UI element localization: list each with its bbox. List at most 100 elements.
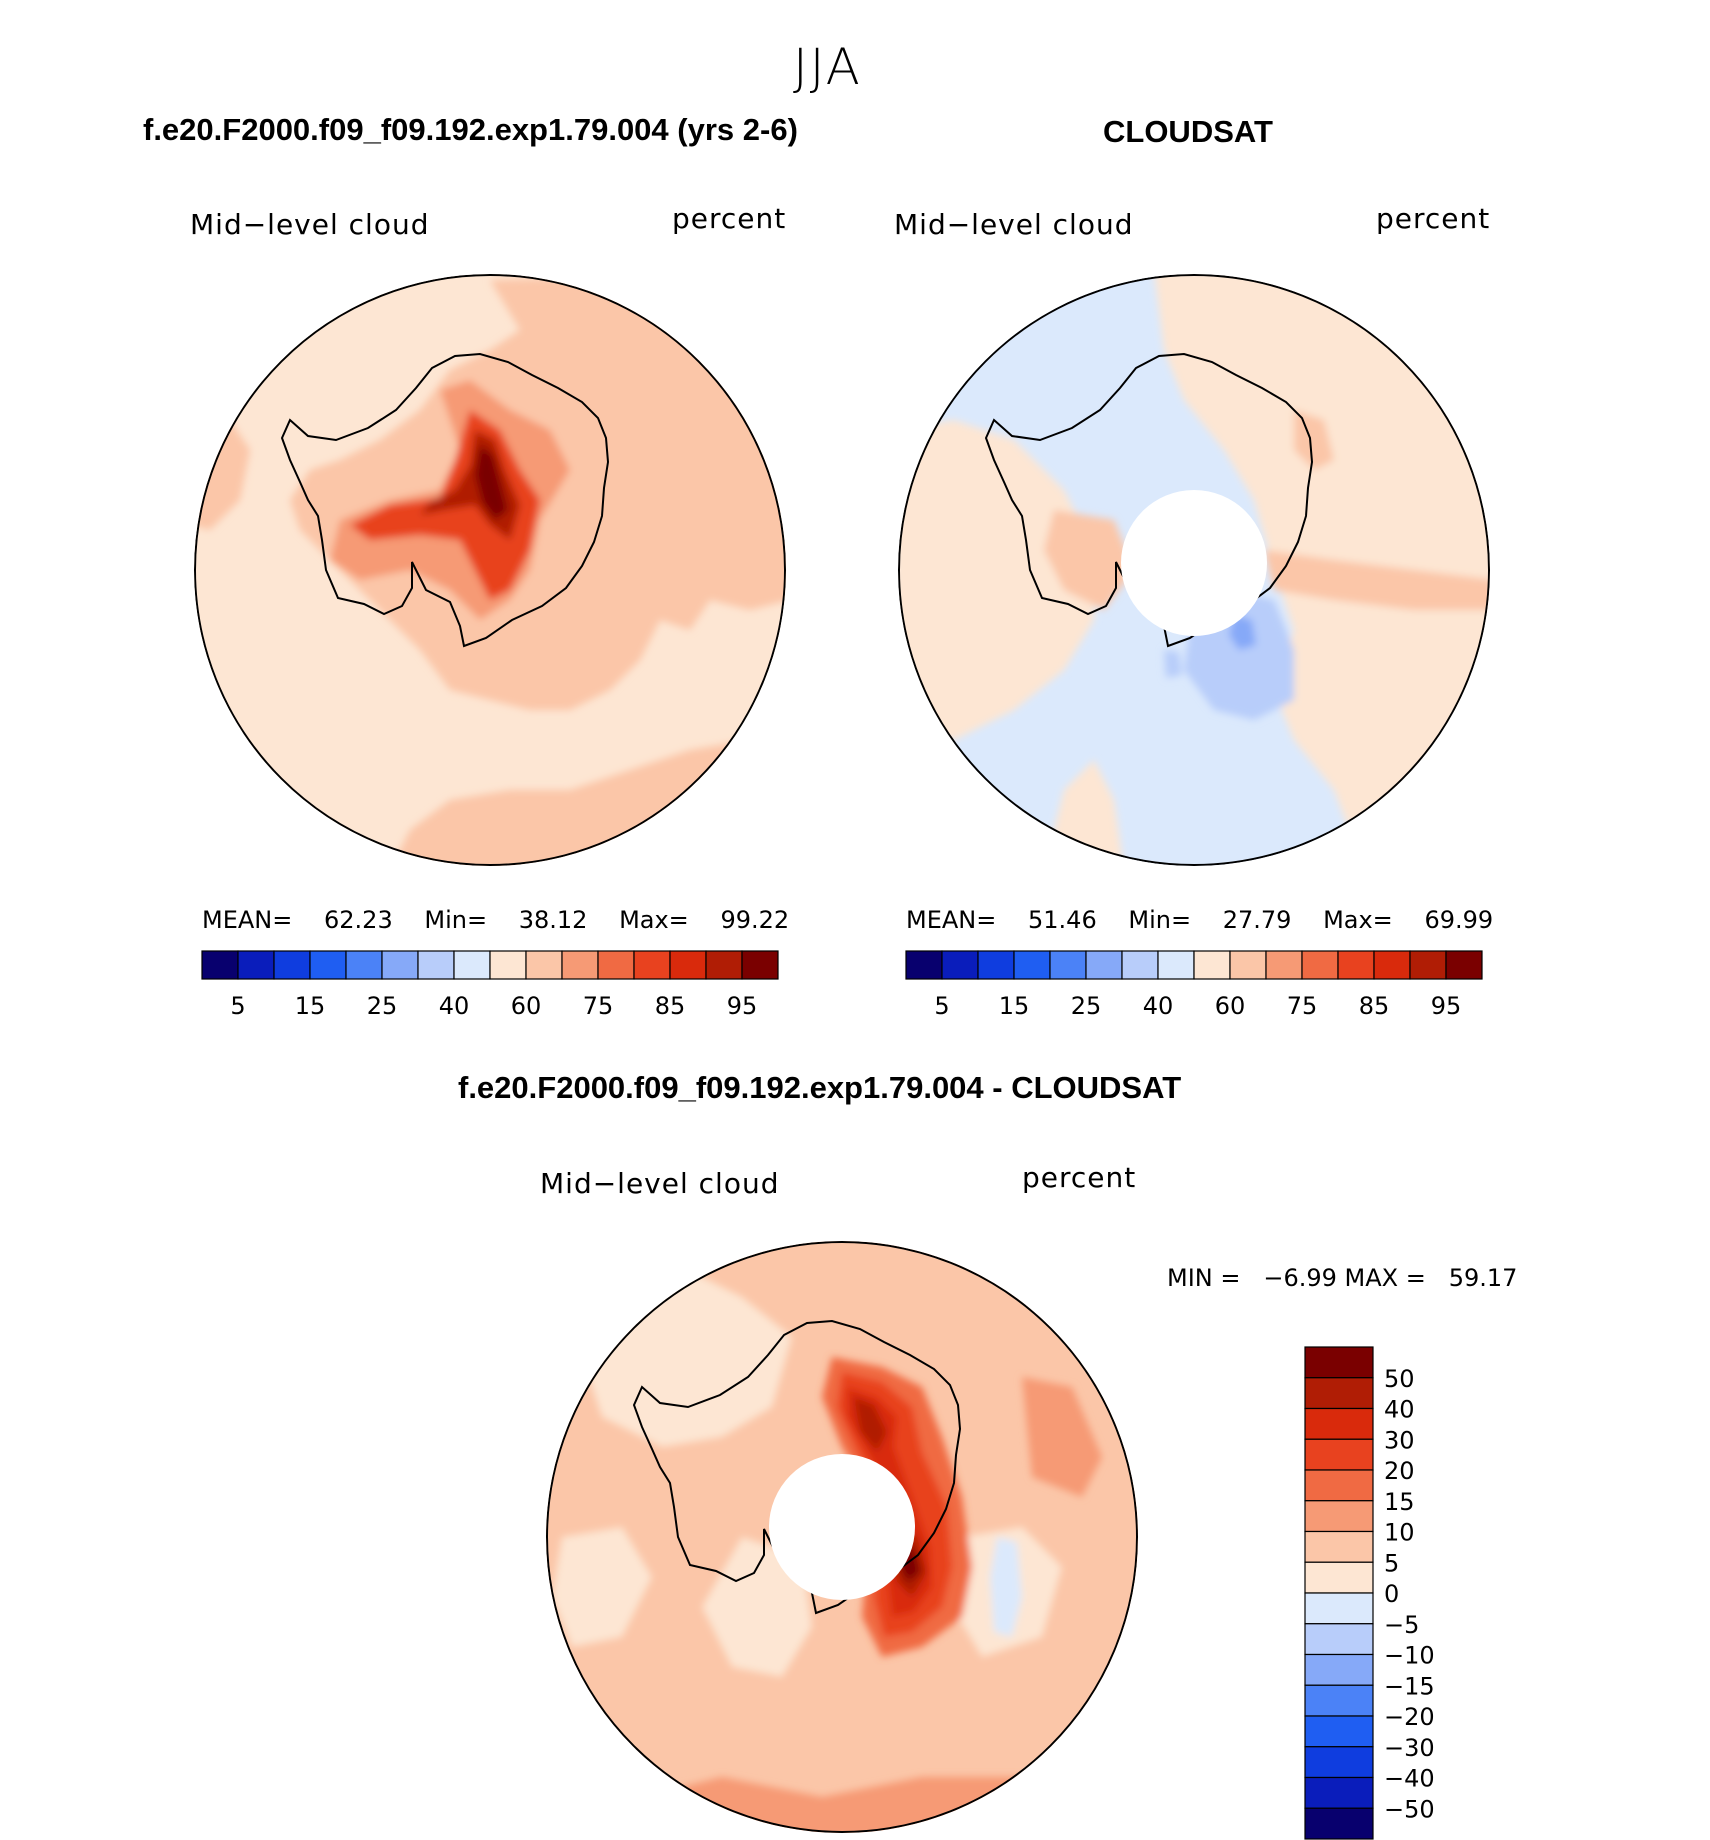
colorbar-swatch — [561, 950, 599, 980]
colorbar-swatch — [669, 950, 707, 980]
colorbar-tick-label: 60 — [1215, 992, 1246, 1020]
colorbar-swatch — [1304, 1623, 1374, 1656]
colorbar-tick-label: 40 — [439, 992, 470, 1020]
panel1-title: f.e20.F2000.f09_f09.192.exp1.79.004 (yrs… — [143, 112, 798, 147]
panel1-polar-map — [194, 274, 786, 866]
season-title: JJA — [793, 38, 862, 96]
panel1-map-frame — [194, 274, 786, 866]
colorbar-swatch — [1193, 950, 1231, 980]
colorbar-swatch — [597, 950, 635, 980]
colorbar-swatch — [1337, 950, 1375, 980]
colorbar-tick-label: 40 — [1384, 1396, 1415, 1424]
panel2-min-value: 27.79 — [1222, 906, 1292, 934]
colorbar-swatch — [345, 950, 383, 980]
colorbar-swatch — [237, 950, 275, 980]
panel1-units-label: percent — [672, 202, 787, 235]
colorbar-swatch — [1301, 950, 1339, 980]
panel2-pole-hole — [1121, 490, 1267, 636]
panel3-pole-hole — [769, 1454, 915, 1600]
colorbar-swatch — [417, 950, 455, 980]
colorbar-swatch — [1304, 1776, 1374, 1809]
colorbar-swatch — [525, 950, 563, 980]
colorbar-tick-label: 0 — [1384, 1580, 1399, 1608]
colorbar-swatch — [1265, 950, 1303, 980]
colorbar-swatch — [977, 950, 1015, 980]
colorbar-swatch — [705, 950, 743, 980]
colorbar-swatch — [1304, 1653, 1374, 1686]
panel1-variable-label: Mid−level cloud — [190, 208, 430, 241]
panel1-min-label: Min= — [424, 906, 488, 934]
colorbar-tick-label: 15 — [999, 992, 1030, 1020]
colorbar-tick-label: −20 — [1384, 1703, 1435, 1731]
colorbar-swatch — [1157, 950, 1195, 980]
panel2-variable-label: Mid−level cloud — [894, 208, 1134, 241]
colorbar-swatch — [1373, 950, 1411, 980]
colorbar-swatch — [309, 950, 347, 980]
panel3-variable-label: Mid−level cloud — [540, 1167, 780, 1200]
colorbar-swatch — [1304, 1746, 1374, 1779]
colorbar-tick-label: 50 — [1384, 1365, 1415, 1393]
colorbar-tick-label: 5 — [230, 992, 245, 1020]
colorbar-tick-label: 85 — [1359, 992, 1390, 1020]
colorbar-tick-label: 75 — [1287, 992, 1318, 1020]
panel2-contour-60-75-a — [1044, 510, 1134, 610]
colorbar-swatch — [1304, 1346, 1374, 1379]
colorbar-tick-label: 30 — [1384, 1426, 1415, 1454]
colorbar-tick-label: 40 — [1143, 992, 1174, 1020]
colorbar-tick-label: −40 — [1384, 1765, 1435, 1793]
colorbar-tick-label: −50 — [1384, 1795, 1435, 1823]
panel2-mean-value: 51.46 — [1028, 906, 1097, 934]
colorbar-swatch — [1304, 1530, 1374, 1563]
panel3-contour-neg-5-0 — [990, 1537, 1022, 1637]
colorbar-tick-label: 10 — [1384, 1519, 1415, 1547]
panel2-polar-map — [898, 274, 1490, 866]
colorbar-swatch — [905, 950, 943, 980]
panel2-contour-40-50-west — [1164, 650, 1182, 678]
panel1-max-label: Max= — [619, 906, 689, 934]
colorbar-swatch — [1049, 950, 1087, 980]
panel1-min-value: 38.12 — [518, 906, 588, 934]
panel1-stats: MEAN= 62.23 Min= 38.12 Max= 99.22 — [202, 906, 789, 934]
panel1-mean-label: MEAN= — [202, 906, 293, 934]
colorbar-swatch — [1304, 1684, 1374, 1717]
colorbar-tick-label: 60 — [511, 992, 542, 1020]
panel2-contour-50-60-west — [898, 420, 1094, 740]
colorbar-tick-label: 5 — [934, 992, 949, 1020]
colorbar-tick-label: −30 — [1384, 1734, 1435, 1762]
colorbar-swatch — [1304, 1592, 1374, 1625]
panel1-antarctic-coastline — [280, 352, 610, 648]
colorbar-tick-label: 25 — [367, 992, 398, 1020]
panel1-max-value: 99.22 — [720, 906, 790, 934]
colorbar-tick-label: 25 — [1071, 992, 1102, 1020]
colorbar-swatch — [1229, 950, 1267, 980]
colorbar-swatch — [1085, 950, 1123, 980]
panel3-polar-map — [546, 1241, 1138, 1833]
panel2-min-label: Min= — [1128, 906, 1192, 934]
colorbar-tick-label: 20 — [1384, 1457, 1415, 1485]
colorbar-tick-label: 95 — [727, 992, 758, 1020]
colorbar-swatch — [201, 950, 239, 980]
panel3-map-frame — [546, 1241, 1138, 1833]
colorbar-tick-label: 95 — [1431, 992, 1462, 1020]
colorbar-swatch — [1304, 1407, 1374, 1440]
panel2-title: CLOUDSAT — [1103, 114, 1273, 149]
colorbar-swatch — [273, 950, 311, 980]
panel2-colorbar: 5 15 25 40 60 75 85 95 — [905, 950, 1483, 1020]
colorbar-swatch — [453, 950, 491, 980]
colorbar-swatch — [633, 950, 671, 980]
panel3-title: f.e20.F2000.f09_f09.192.exp1.79.004 - CL… — [458, 1070, 1182, 1105]
panel1-mean-value: 62.23 — [324, 906, 393, 934]
colorbar-tick-label: 75 — [583, 992, 614, 1020]
colorbar-swatch — [381, 950, 419, 980]
panel1-contour-max — [475, 445, 508, 520]
colorbar-tick-label: 15 — [295, 992, 326, 1020]
colorbar-swatch — [1445, 950, 1483, 980]
colorbar-tick-label: 85 — [655, 992, 686, 1020]
colorbar-tick-label: 5 — [1384, 1549, 1399, 1577]
panel3-minmax: MIN = −6.99 MAX = 59.17 — [1167, 1264, 1518, 1292]
colorbar-swatch — [1409, 950, 1447, 980]
colorbar-tick-label: 15 — [1384, 1488, 1415, 1516]
colorbar-swatch — [1304, 1377, 1374, 1410]
panel3-contour-10-15-east — [1022, 1377, 1102, 1497]
